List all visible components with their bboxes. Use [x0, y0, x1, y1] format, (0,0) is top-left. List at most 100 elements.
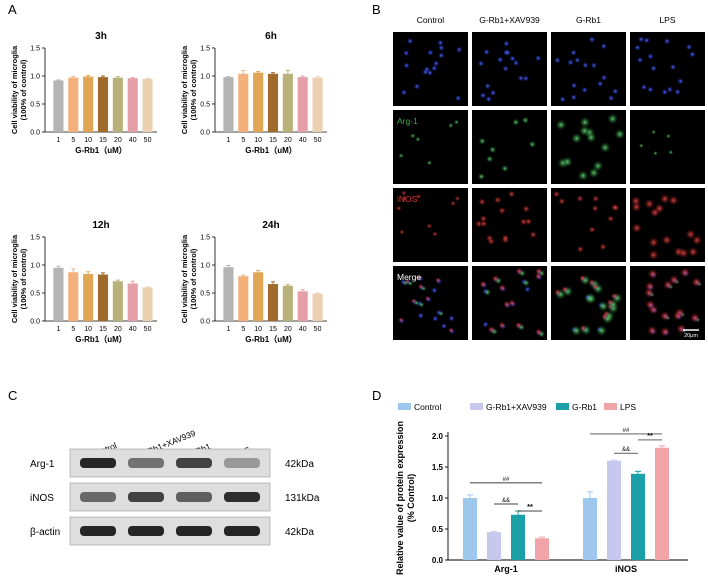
inos-signal [397, 316, 404, 323]
microscopy-tile [551, 32, 626, 106]
nucleus [669, 63, 677, 71]
inos-signal [552, 190, 561, 198]
nucleus [431, 65, 438, 72]
inos-signal [493, 196, 502, 204]
microscopy-tile [393, 266, 468, 340]
nucleus [496, 56, 504, 63]
bar [238, 276, 249, 321]
inos-signal [401, 195, 408, 202]
inos-signal [553, 288, 562, 297]
arg1-signal [652, 150, 658, 156]
arg1-signal [448, 122, 454, 129]
arg1-signal [561, 156, 573, 168]
nucleus [448, 315, 455, 322]
bar [83, 273, 94, 321]
size-label: 131kDa [285, 493, 320, 504]
arg1-signal [599, 142, 611, 154]
inos-signal [448, 327, 454, 334]
x-tick-label: 15 [99, 326, 107, 333]
bar [112, 77, 123, 132]
x-tick-label: 5 [71, 326, 75, 333]
blot-band [80, 526, 116, 536]
x-tick-label: 10 [254, 326, 262, 333]
nucleus [437, 39, 444, 46]
y-tick-label: 1.0 [200, 263, 210, 270]
arg1-signal [418, 301, 425, 308]
inos-signal [529, 230, 538, 239]
nucleus [600, 74, 608, 81]
arg1-signal [478, 137, 486, 145]
nucleus [438, 52, 445, 59]
nucleus [432, 315, 439, 322]
inos-signal [399, 229, 405, 235]
x-tick-label: iNOS [615, 564, 637, 574]
size-label: 42kDa [285, 527, 314, 538]
arg1-signal [570, 325, 582, 337]
y-tick-label: 1.0 [432, 494, 444, 503]
chart-title: 24h [262, 220, 279, 231]
nucleus [570, 82, 578, 89]
nucleus [482, 321, 489, 328]
arg1-signal [488, 145, 497, 154]
arg1-signal [402, 280, 409, 286]
bar [83, 76, 94, 132]
arg1-signal [555, 119, 567, 131]
x-tick-label: 5 [241, 326, 245, 333]
inos-signal [395, 205, 402, 212]
inos-signal [648, 249, 659, 261]
nucleus [504, 49, 511, 56]
inos-signal [454, 195, 461, 202]
bar [297, 291, 308, 321]
inos-signal [647, 268, 658, 280]
arg1-signal [522, 279, 530, 287]
nucleus [581, 86, 588, 94]
y-tick-label: 0.0 [200, 130, 210, 137]
inos-signal [576, 194, 584, 203]
arg1-signal [438, 310, 444, 317]
x-tick-label: 10 [84, 326, 92, 333]
inos-signal [599, 243, 607, 251]
x-tick-label: 40 [129, 326, 137, 333]
nucleus [484, 82, 491, 90]
inos-signal [515, 267, 524, 276]
bar [655, 447, 669, 560]
nucleus [689, 51, 696, 58]
inos-signal [479, 280, 487, 289]
bar [535, 538, 549, 560]
legend-swatch [556, 403, 569, 410]
nucleus [643, 37, 650, 44]
inos-signal [631, 222, 643, 234]
nucleus [570, 94, 578, 101]
y-axis-label: Cell viability of microglia [180, 45, 189, 134]
nucleus [517, 74, 525, 82]
x-tick-label: 50 [314, 137, 322, 144]
x-tick-label: 1 [226, 326, 230, 333]
arg1-signal [483, 288, 492, 297]
blot-band [176, 526, 212, 536]
inos-signal [578, 274, 587, 282]
bar [487, 532, 501, 560]
inos-signal [426, 223, 433, 229]
nucleus [413, 83, 421, 90]
nucleus [597, 80, 604, 87]
nucleus [650, 65, 657, 72]
arg1-signal [638, 143, 644, 149]
inos-signal [678, 247, 689, 259]
arg1-signal [596, 325, 608, 337]
column-header: G-Rb1 [576, 15, 601, 25]
y-tick-label: 1.5 [30, 235, 40, 242]
y-tick-label: 1.5 [200, 235, 210, 242]
panel-letter-a: A [8, 2, 17, 17]
inos-signal [522, 204, 531, 213]
arg1-signal [528, 140, 537, 149]
y-tick-label: 0.5 [432, 525, 444, 534]
sig-label: && [622, 447, 630, 453]
y-axis-label: Cell viability of microglia [10, 45, 19, 134]
inos-signal [410, 298, 417, 304]
inos-signal [507, 190, 516, 198]
x-axis-label: G-Rb1（uM） [75, 145, 127, 155]
y-tick-label: 0.0 [30, 130, 40, 137]
inos-signal [668, 195, 679, 206]
inos-signal [648, 237, 659, 248]
